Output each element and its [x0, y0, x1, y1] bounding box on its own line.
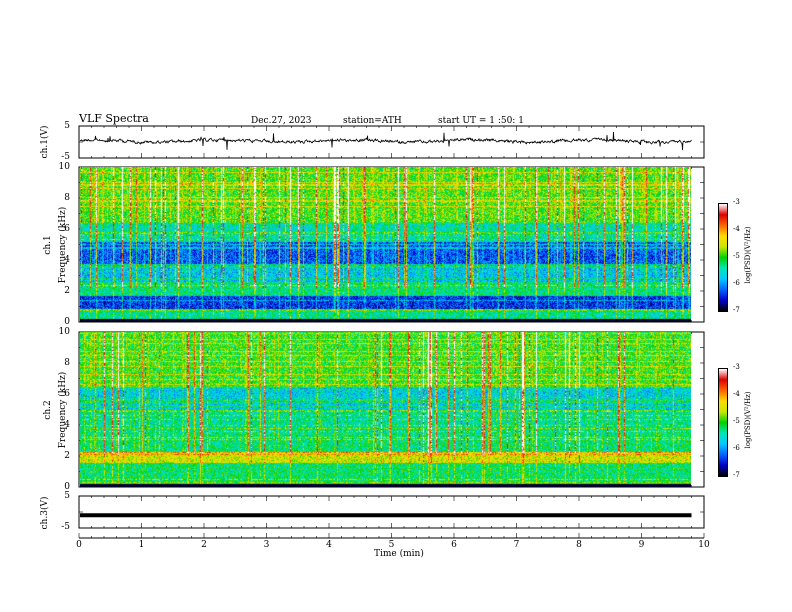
cb1-tick-m6: -6	[733, 279, 740, 287]
start-time-label: start UT = 1 :50: 1	[438, 116, 524, 126]
x-tick-label: 4	[326, 540, 332, 550]
figure-title: VLF Spectra	[79, 112, 149, 125]
ch1-spectrogram	[80, 167, 691, 322]
ch1-voltage-ylabel: ch.1(V)	[40, 125, 50, 159]
cb2-tick-m4: -4	[733, 390, 740, 398]
x-tick-label: 2	[201, 540, 207, 550]
spec1-ytick-2: 2	[64, 286, 70, 296]
ch3-ytick-top: 5	[64, 491, 70, 501]
spec2-ytick-6: 6	[64, 389, 70, 399]
spec1-ytick-8: 8	[64, 193, 70, 203]
spec2-ytick-4: 4	[64, 420, 70, 430]
cb2-tick-m3: -3	[733, 363, 740, 371]
spec1-ytick-6: 6	[64, 224, 70, 234]
spec1-ytick-0: 0	[64, 317, 70, 327]
cb1-tick-m7: -7	[733, 306, 740, 314]
cb2-tick-m7: -7	[733, 471, 740, 479]
cb2-tick-m5: -5	[733, 417, 740, 425]
ch1-ytick-bottom: -5	[61, 152, 70, 162]
cb2-label: log(PSD)(V²/Hz)	[744, 391, 752, 449]
x-tick-label: 8	[576, 540, 582, 550]
x-tick-label: 10	[698, 540, 710, 550]
cb1-tick-m5: -5	[733, 252, 740, 260]
spec2-ylabel-channel: ch.2	[43, 400, 53, 420]
x-axis-label: Time (min)	[374, 549, 424, 559]
cb1-tick-m4: -4	[733, 225, 740, 233]
ch2-spectrogram	[80, 332, 691, 487]
cb2-tick-m6: -6	[733, 444, 740, 452]
spec1-ytick-4: 4	[64, 255, 70, 265]
date-label: Dec.27, 2023	[251, 116, 312, 126]
ch1-colorbar	[718, 203, 728, 312]
cb1-tick-m3: -3	[733, 198, 740, 206]
spec2-ytick-0: 0	[64, 482, 70, 492]
ch3-ytick-bottom: -5	[61, 522, 70, 532]
ch1-ytick-top: 5	[64, 121, 70, 131]
x-tick-label: 7	[513, 540, 520, 550]
cb1-label: log(PSD)(V²/Hz)	[744, 226, 752, 284]
x-tick-label: 9	[638, 540, 645, 550]
spec2-ytick-10: 10	[58, 327, 70, 337]
x-tick-label: 6	[451, 540, 457, 550]
station-label: station=ATH	[343, 116, 402, 126]
x-tick-label: 3	[263, 540, 270, 550]
ch2-colorbar	[718, 368, 728, 477]
spec1-ytick-10: 10	[58, 162, 70, 172]
spec2-ylabel-frequency: Frequency (kHz)	[58, 371, 68, 449]
x-tick-label: 1	[138, 540, 145, 550]
ch3-voltage-ylabel: ch.3(V)	[40, 496, 50, 530]
x-tick-label: 0	[76, 540, 82, 550]
ch1-voltage-trace	[79, 131, 692, 151]
spec1-ylabel-channel: ch.1	[43, 235, 53, 255]
spec2-ytick-2: 2	[64, 451, 70, 461]
x-tick-label: 5	[388, 540, 395, 550]
spec2-ytick-8: 8	[64, 358, 70, 368]
spec1-ylabel-frequency: Frequency (kHz)	[58, 206, 68, 284]
